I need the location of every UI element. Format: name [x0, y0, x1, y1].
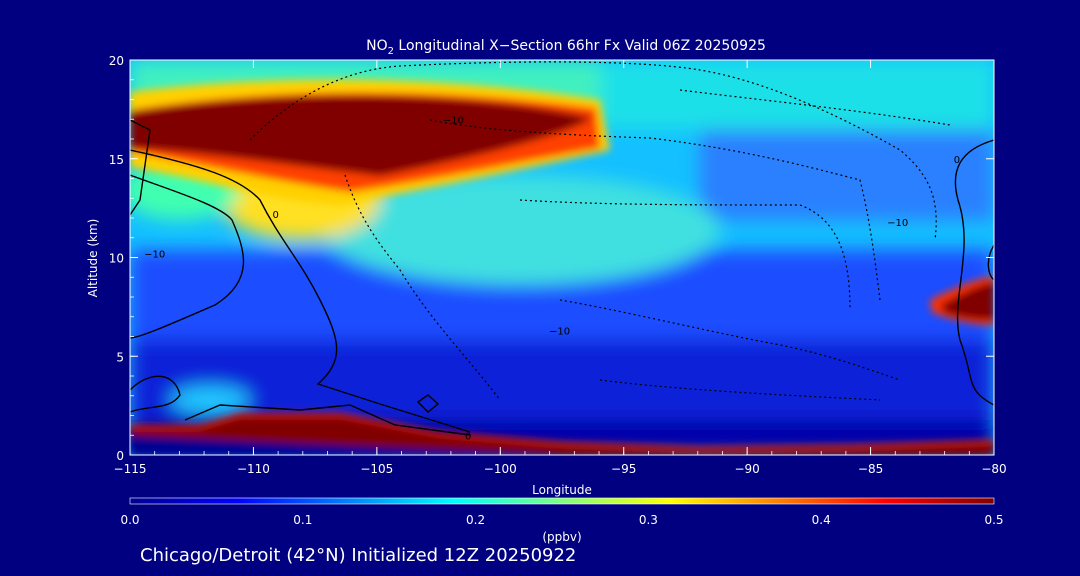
colorbar-tick-label: 0.0	[120, 513, 139, 527]
contour-label: −10	[144, 250, 165, 261]
y-tick-label: 15	[109, 153, 124, 167]
colorbar-label: (ppbv)	[542, 530, 581, 544]
colorbar-ticks: 0.0 0.1 0.2 0.3 0.4 0.5	[120, 513, 1003, 527]
dotted-contour-lines	[249, 61, 951, 401]
contour-label: 0	[272, 210, 278, 221]
x-tick-label: −90	[734, 462, 759, 476]
colorbar-tick-label: 0.3	[639, 513, 658, 527]
contour-label: −10	[443, 115, 464, 126]
contour-labels: 0 0 0 −10 −10 −10 −10	[144, 115, 960, 442]
colorbar-tick-label: 0.1	[293, 513, 312, 527]
no2-concentration-field: 0 0 0 −10 −10 −10 −10	[130, 60, 994, 455]
colorbar-tick-label: 0.4	[812, 513, 831, 527]
y-axis: 0 5 10 15 20	[109, 54, 994, 463]
y-axis-label: Altitude (km)	[86, 219, 100, 298]
solid-contour-lines	[130, 119, 994, 436]
footer-text: Chicago/Detroit (42°N) Initialized 12Z 2…	[140, 545, 576, 566]
contour-label: −10	[549, 327, 570, 338]
x-tick-label: −115	[114, 462, 147, 476]
x-axis: −115 −110 −105 −100 −95 −90 −85 −80	[114, 60, 1007, 476]
x-tick-label: −110	[237, 462, 270, 476]
x-tick-label: −80	[981, 462, 1006, 476]
y-tick-label: 10	[109, 252, 124, 266]
y-tick-label: 0	[116, 449, 124, 463]
contour-label: −10	[887, 218, 908, 229]
colorbar-tick-label: 0.5	[984, 513, 1003, 527]
contour-label: 0	[954, 155, 960, 166]
y-tick-label: 5	[116, 350, 124, 364]
colorbar-tick-label: 0.2	[466, 513, 485, 527]
x-tick-label: −85	[858, 462, 883, 476]
y-tick-label: 20	[109, 54, 124, 68]
x-tick-label: −105	[360, 462, 393, 476]
x-tick-label: −100	[484, 462, 517, 476]
chart-title: NO2 Longitudinal X−Section 66hr Fx Valid…	[366, 38, 766, 57]
contour-label: 0	[465, 431, 471, 442]
x-tick-label: −95	[611, 462, 636, 476]
colorbar	[129, 497, 995, 505]
x-axis-label: Longitude	[532, 483, 592, 497]
